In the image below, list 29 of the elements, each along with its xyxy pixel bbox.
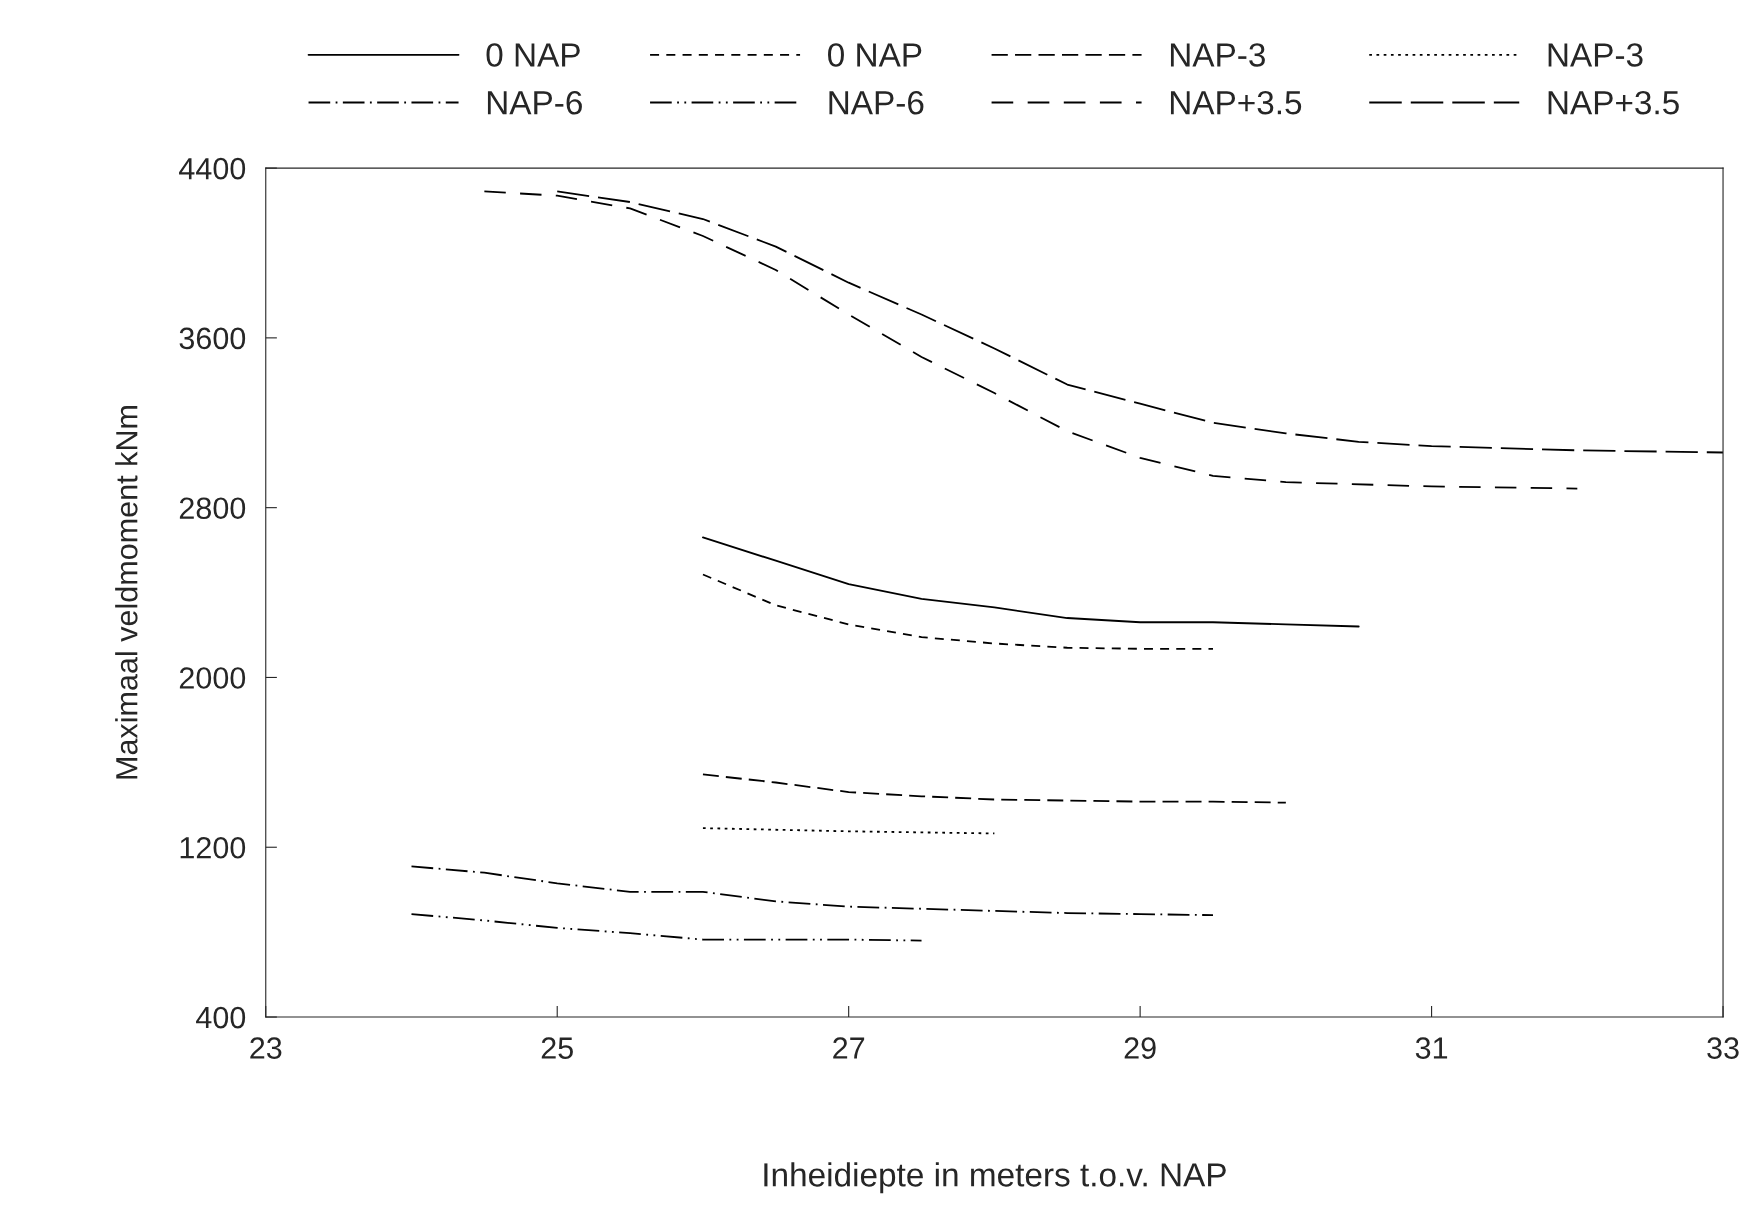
legend-label: NAP+3.5 xyxy=(1548,90,1679,115)
legend-label: NAP-6 xyxy=(487,90,582,115)
line-series xyxy=(702,573,1214,650)
y-tick-label: 1200 xyxy=(180,836,246,859)
x-tick-label: 33 xyxy=(1707,1037,1739,1059)
legend-label: NAP-6 xyxy=(829,90,924,115)
line-series xyxy=(410,865,1214,917)
legend-label: NAP-3 xyxy=(1548,43,1643,67)
x-tick-label: 27 xyxy=(833,1037,865,1059)
x-tick-label: 23 xyxy=(250,1037,282,1059)
line-series xyxy=(702,536,1360,628)
x-axis-title: Inheidiepte in meters t.o.v. NAP xyxy=(764,1162,1226,1194)
legend-label: NAP+3.5 xyxy=(1170,90,1302,115)
y-tick-label: 400 xyxy=(196,1006,246,1029)
y-tick-label: 4400 xyxy=(179,157,246,180)
y-tick-label: 3600 xyxy=(179,327,246,350)
legend-label: 0 NAP xyxy=(828,43,922,67)
legend-label: 0 NAP xyxy=(486,43,580,67)
legend-label: NAP-3 xyxy=(1170,43,1265,67)
x-tick-label: 31 xyxy=(1415,1037,1448,1059)
y-axis-title: Maximaal veldmoment kNm xyxy=(115,406,138,779)
line-series xyxy=(556,190,1724,454)
line-series xyxy=(483,190,1579,490)
y-tick-label: 2800 xyxy=(179,497,246,520)
x-tick-label: 29 xyxy=(1124,1037,1156,1059)
line-series xyxy=(410,913,923,942)
x-tick-label: 25 xyxy=(541,1037,573,1059)
line-series xyxy=(702,773,1287,804)
y-tick-label: 2000 xyxy=(179,667,246,689)
